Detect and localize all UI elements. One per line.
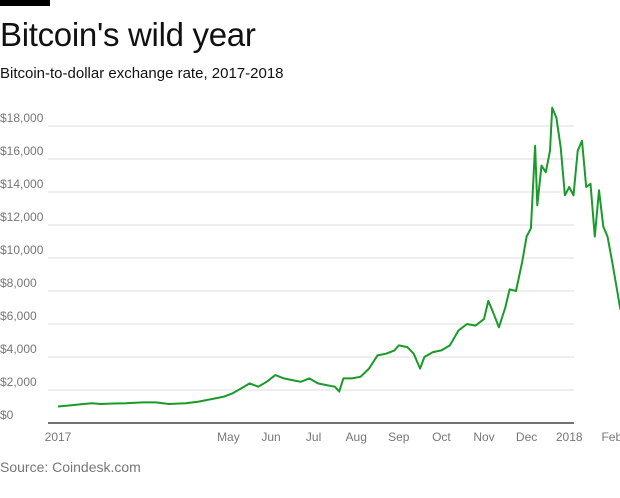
chart-subtitle: Bitcoin-to-dollar exchange rate, 2017-20… — [0, 65, 284, 82]
chart-source: Source: Coindesk.com — [0, 459, 141, 475]
y-tick-label: $16,000 — [0, 144, 44, 158]
x-tick-label: 2017 — [45, 430, 72, 444]
header-accent-bar — [0, 0, 50, 6]
y-tick-label: $18,000 — [0, 111, 44, 125]
chart-title: Bitcoin's wild year — [0, 16, 256, 53]
x-tick-label: Dec — [516, 430, 537, 444]
x-tick-label: Aug — [346, 430, 367, 444]
y-tick-label: $4,000 — [0, 342, 37, 356]
x-tick-label: Jun — [261, 430, 280, 444]
y-tick-label: $6,000 — [0, 309, 37, 323]
x-tick-label: 2018 — [556, 430, 583, 444]
x-tick-label: Feb — [601, 430, 620, 444]
y-tick-label: $14,000 — [0, 177, 44, 191]
x-tick-label: May — [217, 430, 240, 444]
x-tick-label: Jul — [306, 430, 321, 444]
y-tick-label: $2,000 — [0, 375, 37, 389]
series-line-btc-usd — [57, 106, 620, 408]
x-tick-label: Oct — [432, 430, 451, 444]
y-tick-label: $0 — [0, 408, 14, 422]
x-tick-label: Nov — [473, 430, 494, 444]
y-tick-label: $10,000 — [0, 243, 44, 257]
y-tick-label: $12,000 — [0, 210, 44, 224]
y-tick-label: $8,000 — [0, 276, 37, 290]
x-tick-label: Sep — [388, 430, 410, 444]
